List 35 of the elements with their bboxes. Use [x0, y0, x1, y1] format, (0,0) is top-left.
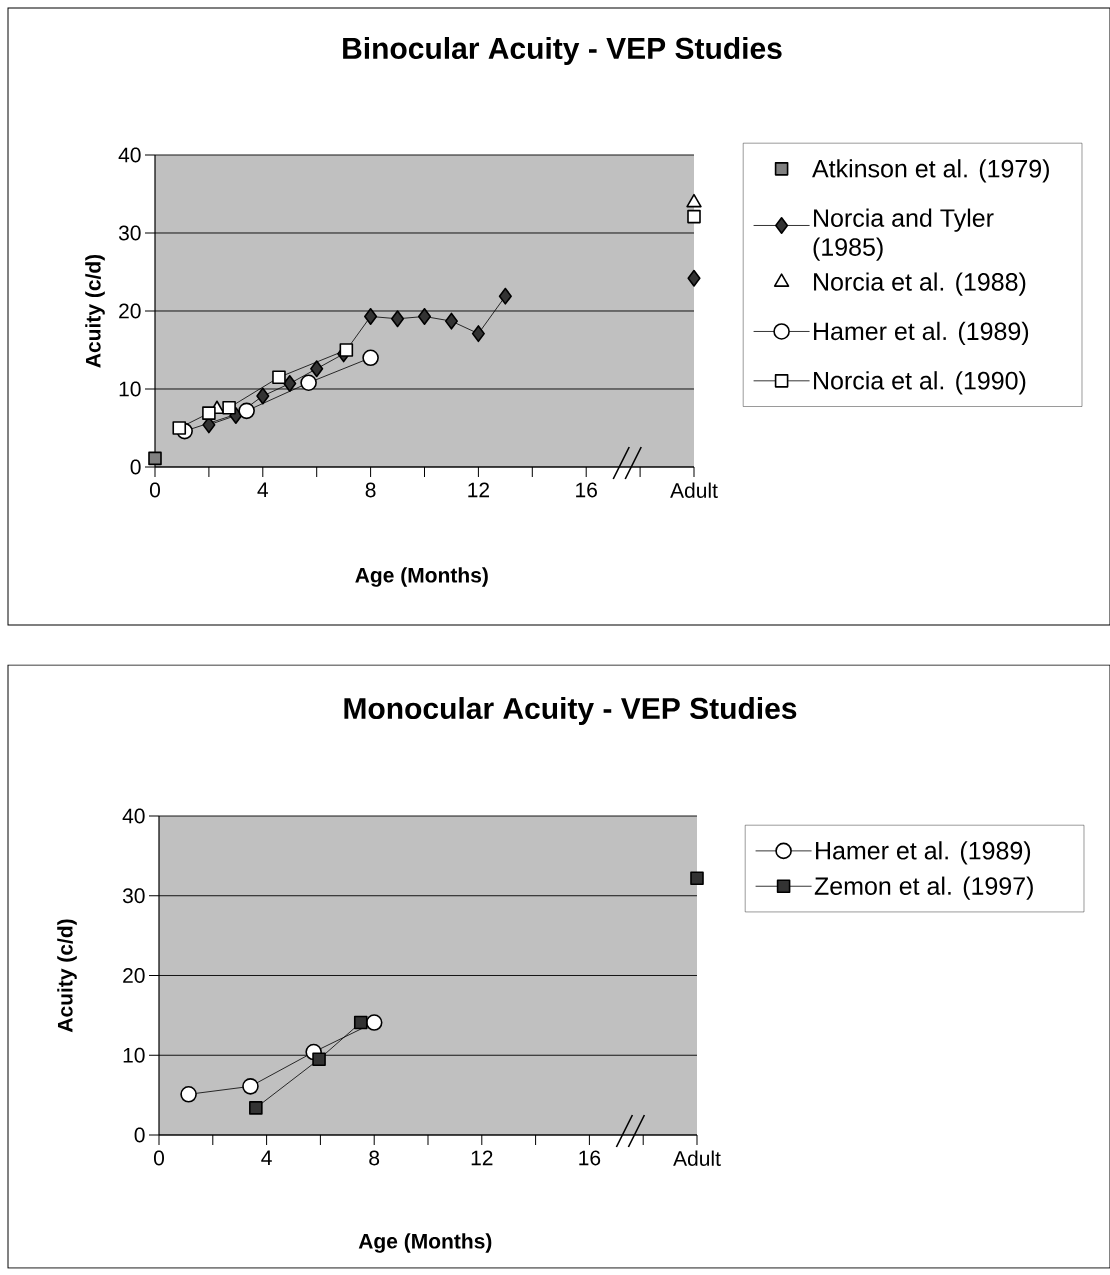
x-axis-title: Age (Months) — [355, 567, 488, 587]
y-tick-label: 40 — [122, 808, 145, 824]
chart-title: Monocular Acuity - VEP Studies — [344, 697, 797, 725]
x-tick-label: 4 — [257, 482, 269, 497]
legend-label: Hamer et al. (1989) — [816, 841, 1031, 865]
y-tick-label: 10 — [119, 381, 141, 397]
x-tick-label: Adult — [673, 1150, 721, 1166]
y-axis-title: Acuity (c/d) — [85, 254, 105, 368]
y-axis-title: Acuity (c/d) — [57, 919, 77, 1033]
x-tick-label: 16 — [579, 1150, 601, 1166]
x-axis-title: Age (Months) — [358, 1233, 492, 1253]
y-tick-label: 0 — [130, 459, 141, 475]
x-tick-label: 8 — [369, 1150, 380, 1166]
legend-label: Zemon et al. (1997) — [814, 876, 1033, 900]
x-tick-label: 12 — [471, 1150, 493, 1166]
x-tick-label: 0 — [149, 482, 161, 498]
y-tick-label: 30 — [122, 888, 145, 904]
legend-label: Hamer et al. (1989) — [814, 321, 1029, 346]
x-tick-label: 8 — [365, 482, 376, 498]
legend-label: Atkinson et al. (1979) — [812, 159, 1049, 183]
x-tick-label: 0 — [153, 1150, 165, 1166]
x-tick-label: 16 — [576, 482, 597, 498]
legend-label: Norcia et al. (1988) — [814, 272, 1026, 296]
legend-label: Norcia et al. (1990) — [814, 371, 1026, 395]
y-tick-label: 20 — [123, 968, 145, 983]
legend-label: Norcia and Tyler (1985) — [813, 208, 994, 261]
x-tick-label: Adult — [670, 482, 718, 498]
x-tick-label: 4 — [261, 1150, 272, 1165]
chart-title: Binocular Acuity - VEP Studies — [343, 37, 782, 65]
y-tick-label: 0 — [134, 1127, 145, 1143]
y-tick-label: 10 — [123, 1047, 145, 1063]
y-tick-label: 20 — [119, 303, 141, 319]
y-tick-label: 40 — [118, 147, 141, 163]
x-tick-label: 12 — [468, 482, 490, 498]
y-tick-label: 30 — [118, 225, 141, 241]
